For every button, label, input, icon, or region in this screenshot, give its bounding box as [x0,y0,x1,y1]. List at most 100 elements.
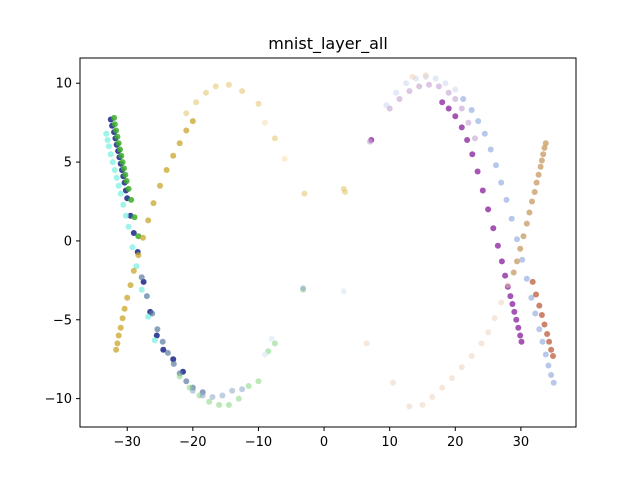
data-point [342,189,349,195]
data-point [406,403,413,410]
data-point [135,252,142,259]
data-point [111,167,118,173]
data-point [128,196,135,203]
data-point [468,353,475,359]
data-point [160,346,167,353]
data-point [105,143,112,150]
data-point [403,80,410,87]
x-axis: −30 −20 −10 0 10 20 30 [114,427,529,450]
data-point [183,127,190,134]
x-tick-label: 20 [447,435,464,450]
data-point [465,119,472,126]
data-point [531,189,538,195]
data-point [529,278,536,285]
data-point [111,121,118,128]
data-point [255,378,262,385]
data-point [498,258,505,265]
y-tick-label: 5 [64,156,72,171]
data-point [121,305,128,312]
data-point [464,137,471,143]
data-point [544,331,551,337]
data-point [157,182,163,189]
data-point [154,326,161,333]
data-point [498,179,505,186]
data-point [176,140,183,147]
data-point [114,340,121,347]
data-point [548,372,555,378]
data-point [412,75,419,82]
data-point [538,157,545,164]
data-point [170,360,177,367]
data-point [300,285,307,292]
data-point [235,395,242,402]
data-point [550,379,557,386]
x-tick-label: −10 [245,435,272,450]
data-point [122,171,129,178]
data-point [458,124,465,131]
data-point [115,140,122,147]
data-point [504,282,511,289]
data-point [416,83,423,90]
data-point [122,212,129,219]
data-point [540,151,547,158]
data-point [129,244,136,251]
data-point [445,105,452,112]
data-point [163,167,170,173]
data-point [541,144,548,151]
data-point [153,332,160,339]
data-point [216,401,223,408]
data-point [255,100,262,107]
data-point [149,310,156,317]
data-point [491,315,498,322]
data-point [219,392,226,399]
data-point [468,107,475,113]
data-point [121,165,127,172]
data-point [452,86,459,93]
data-point [109,159,116,166]
x-tick-label: 0 [320,435,328,450]
data-point [127,282,134,289]
data-point [474,168,481,175]
data-point [140,234,146,241]
data-point [536,326,543,333]
data-point [117,190,124,197]
data-point [176,373,183,380]
data-point [422,72,429,79]
data-point [164,349,171,356]
data-point [189,118,196,125]
data-point [406,88,413,95]
data-point [131,214,138,221]
data-point [138,274,145,281]
data-point [528,294,535,301]
data-point [472,135,478,142]
data-point [508,215,515,222]
y-axis: −10 −5 0 5 10 [45,77,80,407]
y-tick-label: 0 [64,234,72,249]
data-point [107,151,114,158]
data-point [533,179,540,186]
data-point [460,96,467,102]
data-point [523,275,530,282]
data-point [442,80,449,87]
data-point [490,225,497,232]
data-point [498,299,505,306]
data-point [481,130,488,137]
data-point [118,152,125,159]
data-point [113,127,120,134]
data-point [124,294,131,301]
data-point [502,272,509,279]
data-point [449,375,455,382]
data-point [170,356,177,363]
data-point [119,315,126,322]
data-point [518,338,525,345]
data-point [541,321,548,328]
x-tick-label: −30 [114,435,141,450]
data-point [548,346,555,353]
data-point [125,223,132,230]
data-point [393,89,400,96]
data-point [115,182,122,189]
data-point [511,308,518,315]
data-point [422,73,429,80]
data-point [151,337,158,344]
data-point [520,233,527,240]
